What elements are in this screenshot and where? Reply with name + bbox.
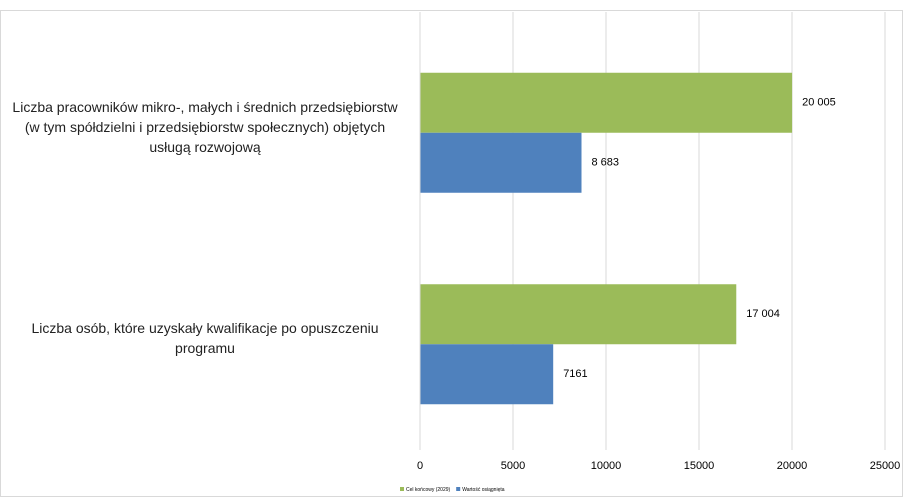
- bar: [420, 132, 582, 193]
- value-label: 20 005: [802, 97, 836, 109]
- value-label: 17 004: [746, 308, 780, 320]
- bar: [420, 72, 793, 133]
- x-tick-label: 10000: [591, 460, 622, 472]
- bar: [420, 344, 554, 405]
- legend-swatch: [456, 487, 461, 491]
- value-label: 8 683: [592, 157, 620, 169]
- x-tick-label: 20000: [777, 460, 808, 472]
- x-tick-label: 25000: [870, 460, 901, 472]
- category-label: Liczba osób, które uzyskały kwalifikacje…: [31, 320, 379, 357]
- category-label: Liczba pracowników mikro-, małych i śred…: [12, 98, 398, 155]
- x-tick-label: 15000: [684, 460, 715, 472]
- bar: [420, 284, 737, 345]
- legend-swatch: [400, 487, 404, 491]
- legend-label: Cel końcowy (2029): [406, 487, 451, 493]
- chart-border: [0, 10, 903, 497]
- x-tick-label: 5000: [501, 460, 525, 472]
- legend-label: Wartość osiągnięta: [462, 487, 505, 493]
- value-label: 7161: [563, 368, 587, 380]
- x-tick-label: 0: [417, 460, 423, 472]
